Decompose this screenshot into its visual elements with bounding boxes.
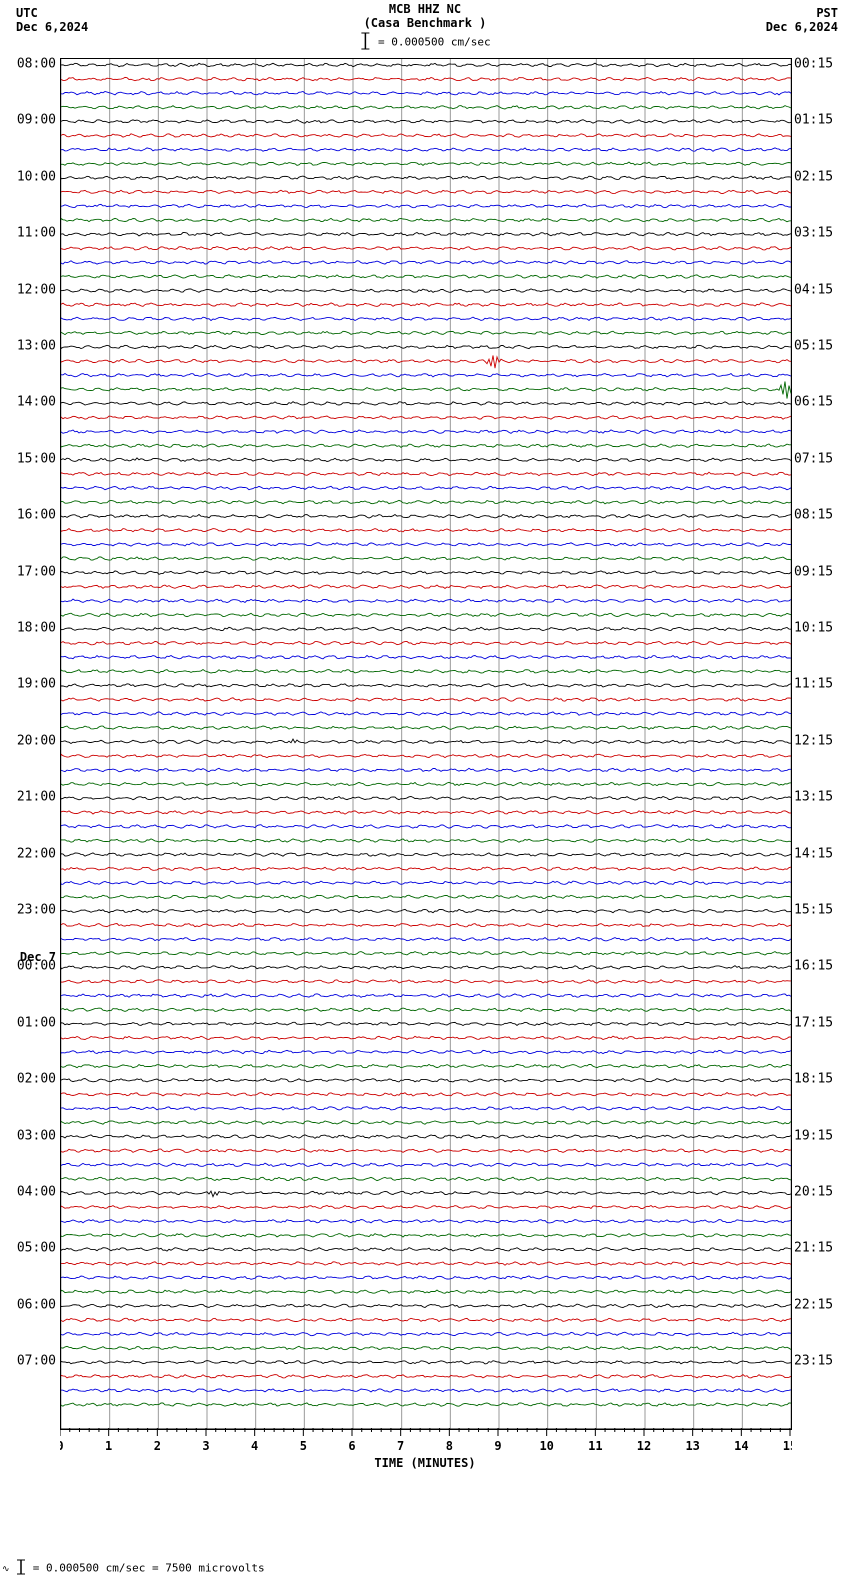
pst-hour-label: 20:15: [794, 1185, 833, 1200]
seismogram-container: MCB HHZ NC (Casa Benchmark ) = 0.000500 …: [0, 0, 850, 1584]
x-tick-label: 12: [637, 1439, 651, 1453]
utc-hour-label: 10:00: [17, 169, 56, 184]
x-tick-label: 3: [202, 1439, 209, 1453]
pst-hour-label: 02:15: [794, 169, 833, 184]
utc-hour-label: 06:00: [17, 1297, 56, 1312]
footer-text: = 0.000500 cm/sec = 7500 microvolts: [33, 1562, 265, 1575]
utc-date: Dec 6,2024: [16, 20, 88, 34]
pst-hour-label: 00:15: [794, 57, 833, 72]
utc-hour-label: 21:00: [17, 790, 56, 805]
right-time-labels: 00:15 01:15 02:15 03:15 04:15 05:15 06:15 07:15…: [794, 58, 850, 1428]
pst-hour-label: 13:15: [794, 790, 833, 805]
x-tick-label: 2: [154, 1439, 161, 1453]
pst-hour-label: 03:15: [794, 226, 833, 241]
pst-label: PST: [816, 6, 838, 20]
utc-hour-label: 19:00: [17, 677, 56, 692]
pst-hour-label: 12:15: [794, 733, 833, 748]
x-tick-label: 4: [251, 1439, 258, 1453]
pst-hour-label: 22:15: [794, 1297, 833, 1312]
utc-hour-label: 01:00: [17, 1015, 56, 1030]
x-tick-label: 11: [588, 1439, 602, 1453]
header: MCB HHZ NC (Casa Benchmark ) = 0.000500 …: [0, 0, 850, 55]
pst-hour-label: 19:15: [794, 1128, 833, 1143]
x-tick-label: 13: [685, 1439, 699, 1453]
footer-scale: ∿ = 0.000500 cm/sec = 7500 microvolts: [2, 1559, 265, 1578]
pst-hour-label: 11:15: [794, 677, 833, 692]
pst-hour-label: 15:15: [794, 903, 833, 918]
x-tick-label: 5: [300, 1439, 307, 1453]
utc-hour-label: 12:00: [17, 282, 56, 297]
seismogram-plot: [60, 58, 792, 1430]
utc-label: UTC: [16, 6, 38, 20]
x-axis-label: TIME (MINUTES): [374, 1456, 475, 1470]
x-tick-label: 10: [539, 1439, 553, 1453]
x-tick-label: 9: [494, 1439, 501, 1453]
scale-text-top: = 0.000500 cm/sec: [378, 36, 491, 49]
scale-indicator-top: = 0.000500 cm/sec: [359, 32, 490, 53]
utc-hour-label: 05:00: [17, 1241, 56, 1256]
utc-hour-label: 11:00: [17, 226, 56, 241]
utc-hour-label: 22:00: [17, 846, 56, 861]
x-axis: 0123456789101112131415 TIME (MINUTES): [60, 1428, 790, 1478]
utc-hour-label: 16:00: [17, 508, 56, 523]
pst-hour-label: 01:15: [794, 113, 833, 128]
x-tick-label: 7: [397, 1439, 404, 1453]
utc-hour-label: 18:00: [17, 621, 56, 636]
utc-hour-label: 17:00: [17, 564, 56, 579]
pst-hour-label: 07:15: [794, 451, 833, 466]
x-tick-label: 6: [348, 1439, 355, 1453]
x-tick-label: 8: [446, 1439, 453, 1453]
utc-hour-label: 15:00: [17, 451, 56, 466]
pst-hour-label: 04:15: [794, 282, 833, 297]
pst-hour-label: 10:15: [794, 621, 833, 636]
pst-hour-label: 08:15: [794, 508, 833, 523]
pst-date: Dec 6,2024: [766, 20, 838, 34]
station-location: (Casa Benchmark ): [364, 16, 487, 30]
pst-hour-label: 18:15: [794, 1072, 833, 1087]
utc-hour-label: 02:00: [17, 1072, 56, 1087]
utc-hour-label: 04:00: [17, 1185, 56, 1200]
pst-hour-label: 16:15: [794, 959, 833, 974]
utc-hour-label: 20:00: [17, 733, 56, 748]
pst-hour-label: 21:15: [794, 1241, 833, 1256]
left-time-labels: 08:00 09:00 10:00 11:00 12:00 13:00 14:00 15:00…: [0, 58, 56, 1428]
utc-hour-label: 14:00: [17, 395, 56, 410]
utc-hour-label: 08:00: [17, 57, 56, 72]
x-tick-label: 14: [734, 1439, 748, 1453]
utc-hour-label: 07:00: [17, 1354, 56, 1369]
utc-hour-label: 00:00: [17, 959, 56, 974]
pst-hour-label: 17:15: [794, 1015, 833, 1030]
x-tick-label: 15: [783, 1439, 792, 1453]
utc-hour-label: 13:00: [17, 339, 56, 354]
utc-hour-label: 23:00: [17, 903, 56, 918]
x-tick-label: 1: [105, 1439, 112, 1453]
station-code: MCB HHZ NC: [389, 2, 461, 16]
pst-hour-label: 14:15: [794, 846, 833, 861]
utc-hour-label: 03:00: [17, 1128, 56, 1143]
pst-hour-label: 06:15: [794, 395, 833, 410]
pst-hour-label: 05:15: [794, 339, 833, 354]
utc-hour-label: 09:00: [17, 113, 56, 128]
x-tick-label: 0: [60, 1439, 64, 1453]
pst-hour-label: 09:15: [794, 564, 833, 579]
pst-hour-label: 23:15: [794, 1354, 833, 1369]
